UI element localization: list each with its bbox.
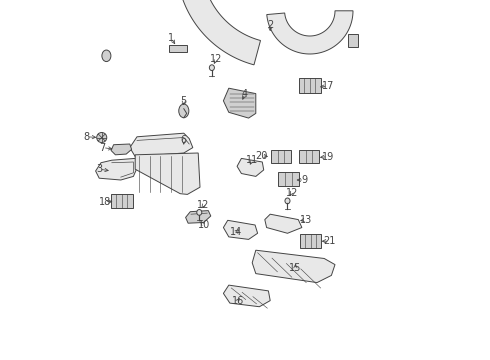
Text: 10: 10 — [197, 220, 210, 230]
Polygon shape — [180, 0, 261, 65]
Text: 7: 7 — [99, 143, 106, 153]
Text: 15: 15 — [289, 263, 301, 273]
Text: 20: 20 — [255, 150, 268, 161]
Polygon shape — [223, 220, 258, 239]
Polygon shape — [223, 88, 256, 118]
Bar — [278, 172, 299, 186]
Ellipse shape — [102, 50, 111, 62]
Text: 14: 14 — [230, 227, 242, 237]
Ellipse shape — [179, 104, 189, 118]
Text: 9: 9 — [301, 175, 307, 185]
Polygon shape — [347, 34, 358, 47]
Text: 12: 12 — [286, 188, 298, 198]
Text: 16: 16 — [232, 296, 244, 306]
Text: 5: 5 — [181, 96, 187, 106]
Text: 19: 19 — [321, 152, 334, 162]
Text: 1: 1 — [168, 33, 174, 43]
Ellipse shape — [197, 210, 202, 215]
Polygon shape — [130, 133, 193, 157]
Polygon shape — [252, 250, 335, 283]
Polygon shape — [96, 158, 139, 180]
Ellipse shape — [285, 198, 290, 204]
Text: 6: 6 — [181, 135, 187, 145]
Text: 13: 13 — [300, 215, 312, 225]
Polygon shape — [265, 214, 302, 233]
Bar — [299, 78, 320, 93]
Text: 2: 2 — [267, 20, 273, 30]
Text: 8: 8 — [83, 132, 90, 142]
Polygon shape — [170, 45, 187, 52]
Polygon shape — [135, 153, 200, 194]
Polygon shape — [223, 285, 270, 307]
Polygon shape — [237, 158, 264, 176]
Text: 12: 12 — [197, 200, 210, 210]
Text: 17: 17 — [321, 81, 334, 91]
Text: 4: 4 — [242, 89, 248, 99]
Ellipse shape — [97, 132, 107, 143]
Bar — [271, 150, 291, 163]
Text: 18: 18 — [98, 197, 111, 207]
Text: 12: 12 — [210, 54, 222, 64]
Text: 21: 21 — [323, 236, 336, 246]
Ellipse shape — [209, 65, 215, 71]
Polygon shape — [186, 211, 211, 223]
Bar — [111, 194, 133, 208]
Text: 11: 11 — [246, 155, 258, 165]
Polygon shape — [111, 144, 132, 155]
Text: 3: 3 — [96, 164, 102, 174]
Polygon shape — [267, 11, 353, 54]
Bar — [300, 234, 321, 248]
Bar — [299, 150, 319, 163]
